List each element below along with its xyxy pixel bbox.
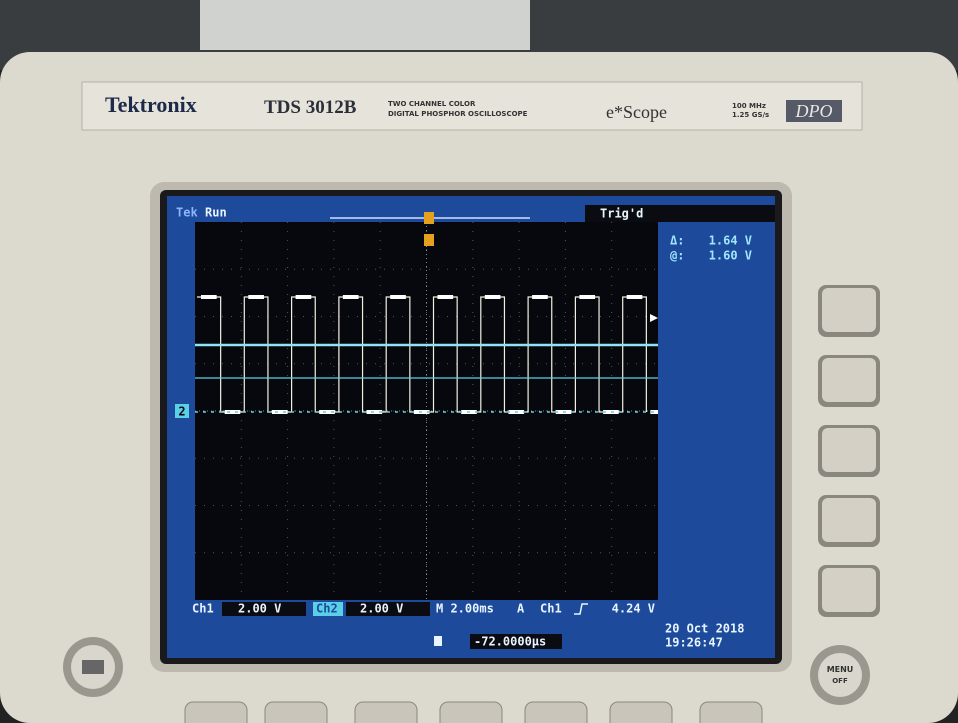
menu-label: MENU <box>827 665 854 674</box>
ch1-scale: 2.00 V <box>238 602 281 616</box>
bottom-button[interactable] <box>440 702 502 723</box>
description: TWO CHANNEL COLOR <box>388 100 476 108</box>
product-line: e*Scope <box>606 102 667 122</box>
bottom-button[interactable] <box>355 702 417 723</box>
bottom-button[interactable] <box>525 702 587 723</box>
bottom-button[interactable] <box>185 702 247 723</box>
menu-label: OFF <box>832 677 848 685</box>
ch1-label: Ch1 <box>192 602 214 616</box>
trigger-source: Ch1 <box>540 602 562 616</box>
badge: DPO <box>795 101 833 121</box>
ch2-scale: 2.00 V <box>360 602 403 616</box>
cursor-label: Δ: <box>670 234 684 248</box>
channel-marker: 2 <box>178 405 185 419</box>
trigger-state: Trig'd <box>600 207 643 221</box>
cursor-label: @: <box>670 249 684 263</box>
cursor-value: 1.64 V <box>709 234 752 248</box>
position-icon <box>434 636 442 646</box>
spec: 100 MHz <box>732 102 766 110</box>
trigger-marker <box>424 234 434 246</box>
status: Run <box>205 206 227 220</box>
side-button-face[interactable] <box>822 498 876 542</box>
bottom-button[interactable] <box>610 702 672 723</box>
cursor-value: 1.60 V <box>709 249 752 263</box>
page: Tektronix TDS 3012B TWO CHANNEL COLOR DI… <box>0 0 958 723</box>
menu-button[interactable] <box>818 653 862 697</box>
photo: Tektronix TDS 3012B TWO CHANNEL COLOR DI… <box>0 0 958 723</box>
position: -72.0000µs <box>474 635 546 649</box>
side-button-face[interactable] <box>822 428 876 472</box>
ch2-label: Ch2 <box>316 602 338 616</box>
side-button-face[interactable] <box>822 288 876 332</box>
trigger-mode: A <box>517 602 525 616</box>
model: TDS 3012B <box>264 97 357 118</box>
spec: 1.25 GS/s <box>732 111 769 119</box>
side-button-face[interactable] <box>822 358 876 402</box>
trigger-level: 4.24 V <box>612 602 655 616</box>
time: 19:26:47 <box>665 636 723 650</box>
bottom-button[interactable] <box>700 702 762 723</box>
brand: Tektronix <box>105 92 197 117</box>
date: 20 Oct 2018 <box>665 622 744 636</box>
tek: Tek <box>176 206 198 220</box>
timebase: M 2.00ms <box>436 602 494 616</box>
trigger-marker <box>424 212 434 224</box>
background-device <box>200 0 530 50</box>
bottom-button[interactable] <box>265 702 327 723</box>
side-button-face[interactable] <box>822 568 876 612</box>
description: DIGITAL PHOSPHOR OSCILLOSCOPE <box>388 110 528 118</box>
print-icon <box>82 660 104 674</box>
